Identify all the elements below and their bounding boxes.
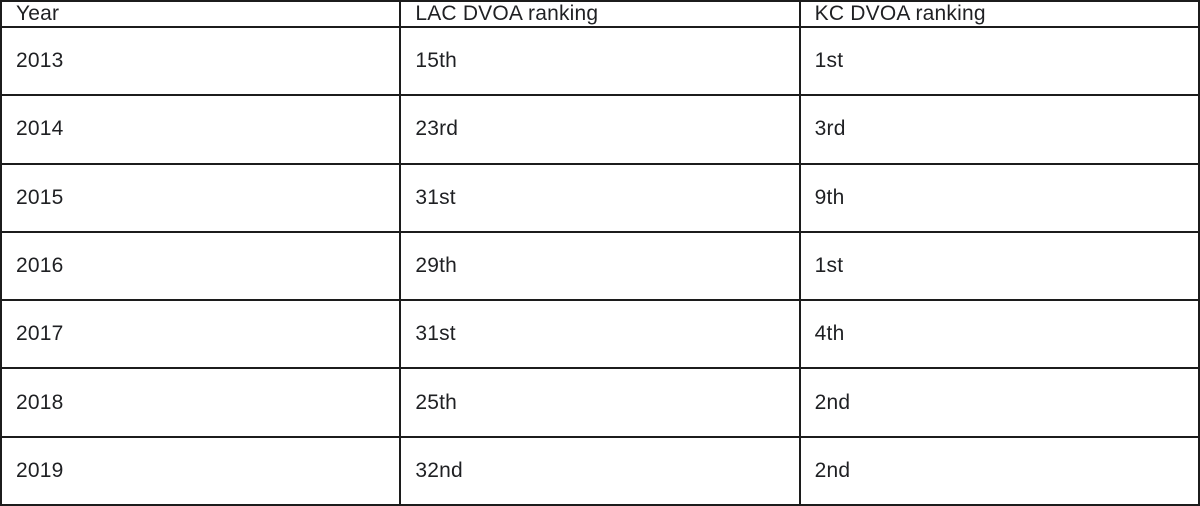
header-row: Year LAC DVOA ranking KC DVOA ranking xyxy=(0,0,1200,28)
lac-ranking-cell: 31st xyxy=(399,162,801,233)
table-row: 2017 31st 4th xyxy=(0,299,1200,370)
year-cell: 2018 xyxy=(0,367,402,438)
table-row: 2013 15th 1st xyxy=(0,25,1200,97)
kc-ranking-cell: 2nd xyxy=(798,435,1200,506)
table-row: 2014 23rd 3rd xyxy=(0,94,1200,165)
year-cell: 2014 xyxy=(0,94,402,165)
kc-ranking-cell: 2nd xyxy=(798,367,1200,438)
column-header-lac-dvoa-ranking: LAC DVOA ranking xyxy=(399,0,801,28)
kc-ranking-cell: 3rd xyxy=(798,94,1200,165)
kc-ranking-cell: 4th xyxy=(798,299,1200,370)
table-row: 2018 25th 2nd xyxy=(0,367,1200,438)
kc-ranking-cell: 9th xyxy=(798,162,1200,233)
year-cell: 2015 xyxy=(0,162,402,233)
lac-ranking-cell: 29th xyxy=(399,230,801,302)
year-cell: 2013 xyxy=(0,25,402,97)
table-row: 2016 29th 1st xyxy=(0,230,1200,302)
year-cell: 2019 xyxy=(0,435,402,506)
table-row: 2019 32nd 2nd xyxy=(0,435,1200,506)
lac-ranking-cell: 15th xyxy=(399,25,801,97)
kc-ranking-cell: 1st xyxy=(798,230,1200,302)
lac-ranking-cell: 32nd xyxy=(399,435,801,506)
lac-ranking-cell: 23rd xyxy=(399,94,801,165)
year-cell: 2017 xyxy=(0,299,402,370)
column-header-year: Year xyxy=(0,0,402,28)
lac-ranking-cell: 31st xyxy=(399,299,801,370)
table-row: 2015 31st 9th xyxy=(0,162,1200,233)
column-header-kc-dvoa-ranking: KC DVOA ranking xyxy=(798,0,1200,28)
lac-ranking-cell: 25th xyxy=(399,367,801,438)
kc-ranking-cell: 1st xyxy=(798,25,1200,97)
year-cell: 2016 xyxy=(0,230,402,302)
